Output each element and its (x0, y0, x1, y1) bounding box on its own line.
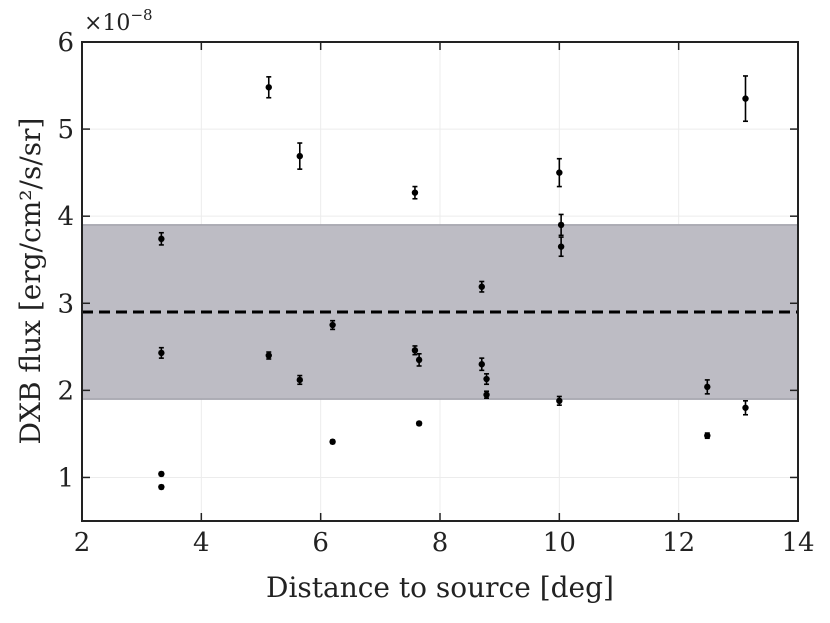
data-point (415, 420, 423, 427)
x-tick-label: 14 (781, 528, 814, 558)
data-point (478, 283, 485, 290)
y-tick-label: 5 (57, 115, 74, 145)
x-tick-label: 8 (432, 528, 449, 558)
x-tick-label: 12 (662, 528, 695, 558)
data-point (556, 397, 563, 405)
data-point (483, 391, 490, 398)
data-points (158, 75, 749, 491)
data-point (415, 356, 423, 364)
y-tick-label: 2 (57, 376, 74, 406)
data-point (483, 375, 490, 383)
data-point (742, 404, 749, 411)
data-point (478, 361, 485, 368)
x-tick-label: 6 (312, 528, 329, 558)
data-point (296, 152, 303, 160)
data-point (742, 95, 749, 102)
x-tick-label: 4 (193, 528, 210, 558)
data-point (704, 383, 711, 391)
data-point (158, 483, 165, 491)
y-axis-multiplier-base: ×10 (84, 11, 130, 36)
data-point (329, 321, 336, 329)
y-tick-label: 4 (57, 202, 74, 232)
data-point (158, 235, 165, 243)
y-axis-label: DXB flux [erg/cm²/s/sr] (14, 118, 47, 445)
data-point (158, 470, 165, 478)
data-point (556, 169, 563, 176)
x-tick-label: 2 (74, 528, 91, 558)
data-point (265, 352, 272, 359)
y-tick-label: 6 (57, 28, 74, 58)
data-point (265, 84, 272, 91)
y-tick-label: 3 (57, 289, 74, 319)
data-point (329, 438, 336, 445)
data-point (411, 347, 419, 354)
y-axis-multiplier-exponent: −8 (130, 6, 152, 24)
y-axis-multiplier: ×10−8 (84, 6, 153, 36)
y-tick-label: 1 (57, 463, 74, 493)
data-point (704, 432, 711, 439)
data-point (158, 349, 165, 357)
x-axis-label: Distance to source [deg] (266, 571, 614, 604)
data-point (557, 221, 565, 229)
data-point (296, 376, 303, 384)
x-tick-label: 10 (543, 528, 576, 558)
data-point (557, 243, 565, 250)
data-point (411, 189, 419, 196)
